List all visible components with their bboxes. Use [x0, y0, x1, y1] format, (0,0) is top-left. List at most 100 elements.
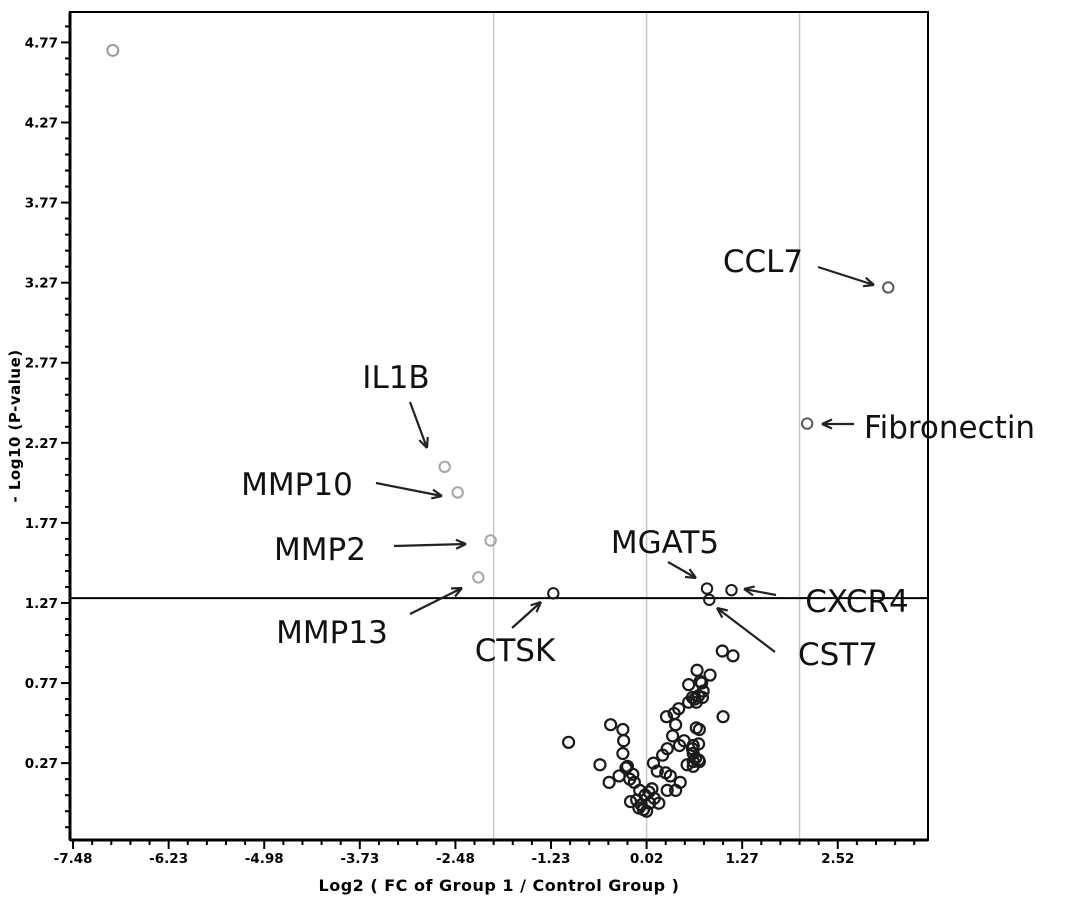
- gene-label-mmp13: MMP13: [276, 615, 388, 651]
- gene-label-il1b: IL1B: [362, 360, 429, 396]
- data-point: [602, 775, 616, 789]
- data-point: [716, 710, 730, 724]
- gene-point-mgat5: [700, 582, 714, 595]
- data-point: [686, 759, 700, 773]
- data-point: [646, 756, 661, 770]
- data-point: [626, 767, 640, 781]
- y-tick-label: 3.27: [25, 276, 58, 292]
- data-point: [715, 644, 729, 658]
- gene-point-il1b: [438, 460, 451, 474]
- gene-arrowhead: [743, 585, 755, 591]
- y-tick-label: 1.27: [25, 596, 58, 612]
- x-axis-title: Log2 ( FC of Group 1 / Control Group ): [318, 876, 680, 895]
- data-point: [691, 737, 706, 751]
- x-tick-label: -1.23: [532, 851, 571, 867]
- data-point: [667, 706, 681, 721]
- gene-arrowhead: [716, 606, 728, 612]
- gene-label-cxcr4: CXCR4: [805, 584, 909, 620]
- x-tick-label: -3.73: [340, 851, 379, 867]
- gene-label-cst7: CST7: [798, 637, 878, 673]
- y-tick-label: 4.77: [25, 35, 58, 51]
- data-point: [616, 746, 630, 761]
- data-point: [660, 783, 674, 797]
- data-point: [686, 738, 700, 753]
- gene-arrowhead: [418, 439, 428, 449]
- gene-arrowhead: [432, 488, 443, 497]
- gene-arrow: [817, 265, 875, 287]
- data-point: [695, 676, 709, 690]
- y-tick-label: 2.77: [25, 356, 58, 372]
- gene-point-ccl7: [882, 281, 895, 294]
- gene-arrowhead: [530, 600, 542, 607]
- y-tick-label: 0.27: [25, 756, 58, 772]
- gene-label-mgat5: MGAT5: [611, 525, 719, 561]
- x-tick-label: -7.48: [54, 851, 93, 867]
- y-tick-label: 4.27: [25, 116, 58, 132]
- gene-point-mmp2: [484, 534, 497, 547]
- gene-arrowhead: [684, 575, 697, 580]
- data-point: [617, 734, 631, 748]
- x-tick-label: 2.52: [821, 851, 854, 867]
- data-point: [682, 678, 696, 692]
- data-point: [673, 775, 687, 789]
- gene-arrowhead: [535, 601, 543, 613]
- y-axis-title: - Log10 (P-value): [6, 349, 24, 503]
- data-point: [561, 735, 576, 749]
- data-point: [690, 663, 704, 677]
- gene-point-cst7: [703, 593, 716, 606]
- gene-arrowhead: [431, 494, 443, 500]
- x-tick-label: -4.98: [245, 851, 284, 867]
- y-tick-label: 2.27: [25, 436, 58, 452]
- data-point: [652, 796, 666, 810]
- data-point: [659, 766, 673, 780]
- data-point: [659, 710, 674, 724]
- data-point: [639, 804, 654, 818]
- gene-arrowhead: [865, 276, 875, 286]
- data-point: [593, 758, 607, 772]
- data-point: [726, 649, 740, 663]
- y-tick-label: 0.77: [25, 676, 58, 692]
- data-point: [643, 796, 657, 810]
- data-point: [703, 668, 717, 682]
- gene-arrowhead: [455, 538, 467, 546]
- gene-arrowhead: [821, 418, 833, 426]
- data-point: [691, 689, 706, 703]
- data-point: [669, 718, 683, 732]
- gene-arrowhead: [425, 436, 429, 449]
- gene-arrowhead: [743, 588, 754, 597]
- x-tick-label: 0.02: [630, 851, 663, 867]
- data-point: [692, 722, 706, 737]
- gene-arrowhead: [455, 543, 467, 550]
- gene-arrow: [511, 601, 542, 629]
- data-point: [616, 722, 630, 737]
- gene-point-fibronectin: [800, 417, 814, 430]
- x-tick-label: 1.27: [726, 851, 759, 867]
- gene-point-cxcr4: [725, 583, 738, 597]
- gene-arrowhead: [454, 587, 463, 598]
- gene-arrow: [743, 587, 777, 597]
- data-point: [660, 742, 674, 756]
- gene-point-mmp13: [472, 571, 485, 584]
- gene-label-ccl7: CCL7: [723, 244, 803, 280]
- x-tick-label: -2.48: [436, 851, 475, 867]
- gene-arrow: [393, 542, 467, 548]
- y-tick-label: 3.77: [25, 196, 58, 212]
- gene-arrow: [667, 561, 697, 579]
- data-point: [632, 801, 646, 815]
- highlight-point: [106, 43, 120, 57]
- gene-point-ctsk: [547, 587, 560, 600]
- gene-arrowhead: [716, 607, 724, 619]
- gene-arrow: [375, 481, 443, 498]
- gene-label-mmp2: MMP2: [274, 532, 366, 568]
- gene-arrow: [408, 401, 429, 449]
- gene-point-mmp10: [451, 486, 464, 499]
- y-tick-label: 1.77: [25, 516, 58, 532]
- gene-arrowhead: [821, 422, 833, 430]
- gene-arrow: [716, 607, 776, 653]
- gene-arrow: [409, 587, 463, 615]
- gene-arrowhead: [688, 568, 697, 579]
- data-point: [604, 718, 618, 732]
- gene-label-ctsk: CTSK: [475, 633, 556, 669]
